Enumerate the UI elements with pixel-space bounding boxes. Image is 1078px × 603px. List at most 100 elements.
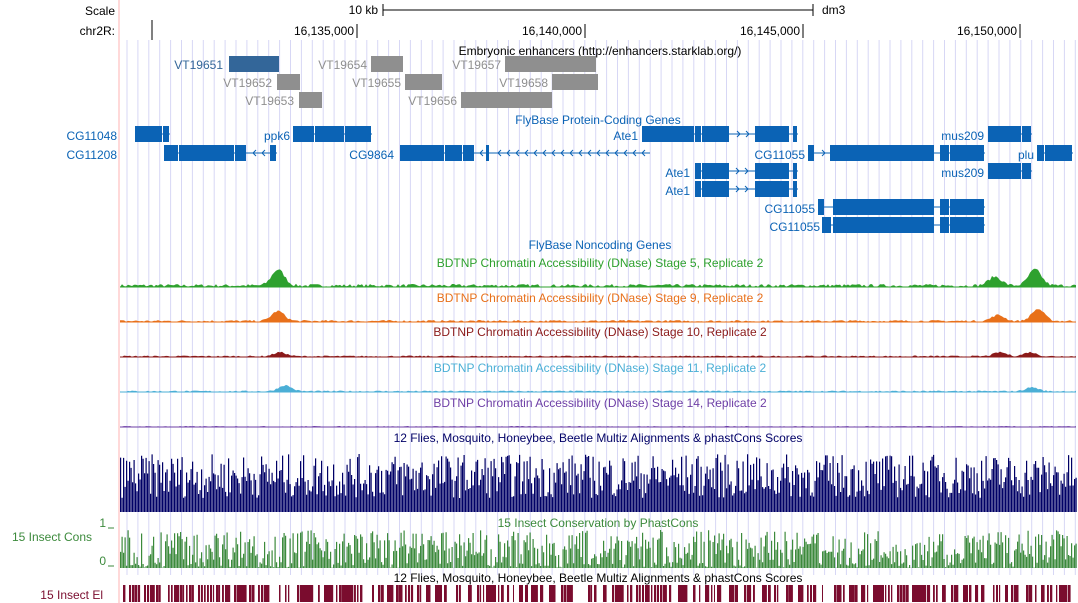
gene-exon [988, 163, 1021, 179]
conserved-element [975, 585, 979, 602]
conserved-element [327, 585, 331, 602]
gene-exon [1045, 145, 1072, 161]
phastcons-signal[interactable] [120, 530, 1077, 568]
conserved-element [774, 585, 777, 602]
gene-label[interactable]: CG11055 [770, 220, 821, 234]
gene-exon [833, 199, 934, 215]
conserved-element [747, 585, 751, 602]
conserved-elements[interactable] [123, 585, 1071, 602]
track-title-dnase-stage11: BDTNP Chromatin Accessibility (DNase) St… [434, 361, 767, 375]
conserved-element [954, 585, 958, 602]
enhancer-label[interactable]: VT19656 [408, 94, 457, 108]
gene-label[interactable]: Ate1 [665, 166, 690, 180]
enhancers-track[interactable]: Embryonic enhancers (http://enhancers.st… [174, 44, 741, 108]
conserved-element [888, 585, 890, 602]
conserved-element [342, 585, 346, 602]
enhancer-feature[interactable] [229, 56, 279, 72]
phastcons-side-label[interactable]: 15 Insect Cons [12, 530, 92, 544]
conserved-element [207, 585, 209, 602]
enhancer-feature[interactable] [277, 74, 300, 90]
conserved-element [822, 585, 823, 602]
protein-coding-genes-track[interactable]: FlyBase Protein-Coding Genes CG11048 CG1… [67, 113, 1073, 234]
gene-label[interactable]: CG11055 [765, 202, 816, 216]
conserved-element [348, 585, 352, 602]
conserved-element [927, 585, 931, 602]
gene-label[interactable]: ppk6 [264, 129, 290, 143]
phastcons-track[interactable]: 15 Insect Conservation by PhastCons 1 0 … [12, 516, 1077, 568]
gene-exon [163, 126, 169, 142]
conserved-element [549, 585, 553, 602]
enhancer-label[interactable]: VT19653 [245, 94, 294, 108]
conserved-element [840, 585, 842, 602]
conserved-element [603, 585, 607, 602]
dnase-tracks[interactable]: BDTNP Chromatin Accessibility (DNase) St… [120, 256, 1076, 428]
enhancer-feature[interactable] [461, 92, 552, 108]
gene-label[interactable]: CG11208 [67, 148, 118, 162]
dnase-signal-stage10[interactable] [120, 351, 1076, 357]
conserved-element [876, 585, 880, 602]
multiz-signal[interactable] [120, 454, 1077, 512]
enhancer-label[interactable]: VT19657 [452, 58, 501, 72]
conserved-element [240, 585, 244, 602]
conserved-element [210, 585, 213, 602]
multiz-track[interactable]: 12 Flies, Mosquito, Honeybee, Beetle Mul… [120, 431, 1077, 512]
enhancer-label[interactable]: VT19655 [352, 76, 401, 90]
conserved-element [456, 585, 459, 602]
gene-label[interactable]: mus209 [941, 166, 984, 180]
ruler-tick-label: 16,140,000 [522, 24, 582, 38]
strand-arrow [252, 149, 257, 157]
enhancer-feature[interactable] [552, 74, 598, 90]
gene-label[interactable]: CG9864 [349, 148, 394, 162]
enhancer-label[interactable]: VT19654 [318, 58, 367, 72]
gene-exon [702, 163, 729, 179]
conserved-element [525, 585, 528, 602]
gene-exon [270, 145, 276, 161]
conserved-element [378, 585, 381, 602]
gene-label[interactable]: mus209 [941, 129, 984, 143]
conserved-element [1056, 585, 1058, 602]
gene-label[interactable]: Ate1 [665, 184, 690, 198]
conserved-element [924, 585, 927, 602]
enhancer-label[interactable]: VT19651 [174, 58, 223, 72]
conserved-element [1050, 585, 1053, 602]
conserved-element [777, 585, 779, 602]
enhancer-feature[interactable] [371, 56, 403, 72]
conserved-element [267, 585, 270, 602]
enhancer-feature[interactable] [299, 92, 322, 108]
enhancer-feature[interactable] [405, 74, 442, 90]
enhancer-feature[interactable] [505, 56, 596, 72]
dnase-signal-stage5[interactable] [120, 268, 1076, 287]
conserved-element [849, 585, 853, 602]
enhancer-label[interactable]: VT19652 [223, 76, 272, 90]
gene-exon [988, 126, 1021, 142]
conserved-element [942, 585, 946, 602]
conserved-element [153, 585, 155, 602]
strand-arrow [614, 149, 619, 157]
elements-side-label[interactable]: 15 Insect El [40, 588, 103, 602]
strand-arrow [632, 149, 637, 157]
gene-label[interactable]: plu [1018, 148, 1034, 162]
conserved-element [561, 585, 564, 602]
enhancer-label[interactable]: VT19658 [499, 76, 548, 90]
conserved-element [531, 585, 535, 602]
elements-track[interactable]: 12 Flies, Mosquito, Honeybee, Beetle Mul… [40, 571, 1071, 602]
conserved-element [387, 585, 391, 602]
gene-label[interactable]: CG11055 [755, 148, 806, 162]
conserved-element [594, 585, 597, 602]
gene-label[interactable]: Ate1 [613, 129, 638, 143]
conserved-element [900, 585, 903, 602]
track-title-multiz: 12 Flies, Mosquito, Honeybee, Beetle Mul… [394, 431, 803, 445]
gene-exon [1022, 163, 1031, 179]
dnase-signal-stage9[interactable] [120, 309, 1076, 322]
gene-exon [793, 181, 797, 197]
ruler-track[interactable]: Scale chr2R: 10 kb dm3 16,135,000 16,140… [80, 3, 1021, 40]
gene-label[interactable]: CG11048 [67, 129, 118, 143]
conserved-element [123, 585, 126, 602]
conserved-element [444, 585, 447, 602]
strand-arrow [578, 149, 583, 157]
gene-exon [755, 126, 789, 142]
conserved-element [762, 585, 766, 602]
conserved-element [213, 585, 215, 602]
dnase-signal-stage11[interactable] [120, 384, 1076, 392]
